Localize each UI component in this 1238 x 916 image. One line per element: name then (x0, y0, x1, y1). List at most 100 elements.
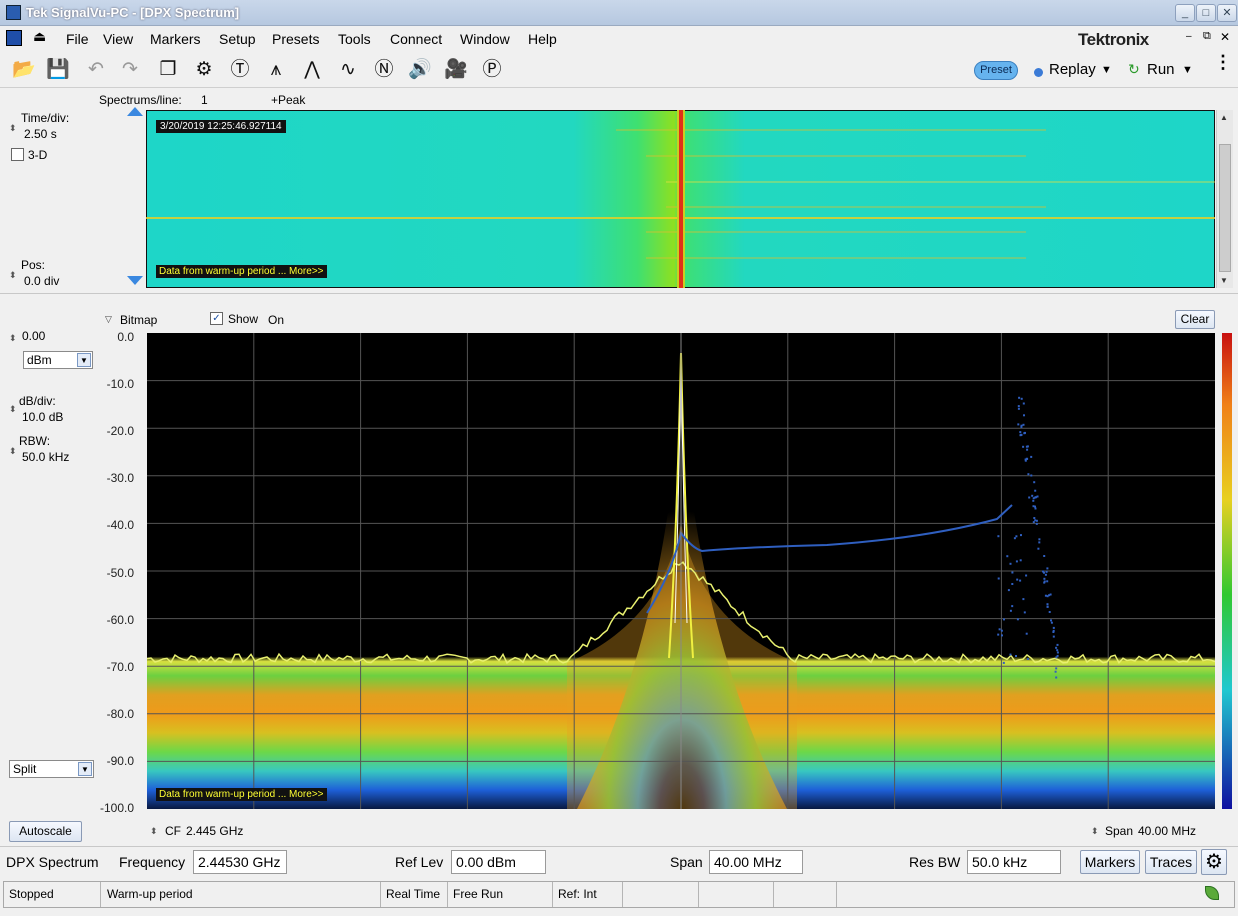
title-icon[interactable]: Ⓣ (230, 59, 250, 80)
spectrogram-display[interactable] (146, 110, 1215, 288)
status-acq-mode[interactable]: Real Time (382, 882, 448, 907)
mdi-close-icon[interactable]: ✕ (1220, 30, 1231, 44)
dpx-spectrum-plot[interactable] (147, 333, 1215, 809)
maximize-button[interactable]: □ (1196, 4, 1216, 22)
span-field[interactable]: 40.00 MHz (709, 850, 803, 874)
markers-button[interactable]: Markers (1080, 850, 1140, 874)
spectrogram-warmup-notice[interactable]: Data from warm-up period ... More>> (156, 265, 327, 278)
menu-file[interactable]: File (66, 31, 89, 47)
status-ref[interactable]: Ref: Int (554, 882, 623, 907)
run-button[interactable]: Run (1147, 61, 1175, 78)
undo-icon[interactable]: ↶ (88, 59, 104, 80)
mdi-minimize-icon[interactable]: – (1186, 31, 1192, 42)
scatter-point (1011, 583, 1014, 585)
trace-icon[interactable]: ∿ (340, 59, 356, 80)
windows-icon[interactable]: ❐ (159, 59, 177, 80)
db-div-spin-icon[interactable]: ⬍ (9, 404, 17, 414)
peak-mode-label[interactable]: +Peak (271, 93, 306, 107)
scatter-point (1056, 651, 1059, 654)
save-icon[interactable]: 💾 (46, 59, 70, 80)
scatter-point (998, 628, 1001, 631)
scatter-point (1020, 397, 1023, 400)
mode-select-value: Split (13, 762, 37, 776)
scatter-point (1033, 481, 1036, 484)
minimize-button[interactable]: _ (1175, 4, 1195, 22)
autoscale-button[interactable]: Autoscale (9, 821, 82, 842)
clear-button[interactable]: Clear (1175, 310, 1215, 329)
scatter-point (1011, 571, 1014, 574)
no-signal-icon[interactable]: Ⓝ (374, 59, 394, 80)
cf-spin-icon[interactable]: ⬍ (150, 826, 158, 836)
unit-select-value: dBm (27, 353, 52, 367)
rbw-value[interactable]: 50.0 kHz (22, 450, 70, 464)
spectrogram-scrollbar[interactable]: ▲ ▼ (1216, 110, 1233, 288)
scatter-point (1025, 457, 1028, 460)
span-axis-value[interactable]: 40.00 MHz (1138, 824, 1197, 838)
title-bar: Tek SignalVu-PC - [DPX Spectrum] _ □ ✕ (0, 0, 1238, 26)
leaf-icon[interactable] (1205, 886, 1219, 900)
scatter-point (1028, 496, 1031, 499)
bitmap-label[interactable]: Bitmap (120, 313, 158, 327)
time-div-value[interactable]: 2.50 s (24, 127, 57, 141)
time-scroll-up-icon[interactable] (127, 107, 143, 116)
status-trigger[interactable]: Free Run (449, 882, 553, 907)
span-spin-icon[interactable]: ⬍ (1091, 826, 1099, 836)
menu-tools[interactable]: Tools (338, 31, 371, 47)
settings-icon[interactable]: ⚙ (195, 59, 213, 80)
close-button[interactable]: ✕ (1217, 4, 1237, 22)
camera-icon[interactable]: 🎥 (444, 59, 468, 80)
menu-help[interactable]: Help (528, 31, 557, 47)
bitmap-expand-icon[interactable]: ▽ (105, 314, 112, 324)
menu-connect[interactable]: Connect (390, 31, 443, 47)
traces-button[interactable]: Traces (1145, 850, 1197, 874)
pos-value[interactable]: 0.0 div (24, 274, 60, 288)
replay-button[interactable]: Replay (1049, 61, 1096, 78)
settings-gear-button[interactable]: ⚙ (1201, 849, 1227, 875)
status-message[interactable]: Warm-up period (103, 882, 381, 907)
replay-dropdown-icon[interactable]: ▼ (1101, 64, 1112, 76)
scatter-point (1025, 632, 1028, 635)
scatter-point (1045, 570, 1048, 573)
frequency-field[interactable]: 2.44530 GHz (193, 850, 287, 874)
run-dropdown-icon[interactable]: ▼ (1182, 64, 1193, 76)
time-scroll-down-icon[interactable] (127, 276, 143, 285)
spectrum-warmup-notice[interactable]: Data from warm-up period ... More>> (156, 788, 327, 801)
ref-spin-icon[interactable]: ⬍ (9, 333, 17, 343)
menu-presets[interactable]: Presets (272, 31, 320, 47)
brand-logo: Tektronix (1078, 30, 1149, 49)
doc-icon[interactable] (6, 30, 22, 46)
spectrums-per-line-value[interactable]: 1 (201, 93, 208, 107)
ref-level-value[interactable]: 0.00 (22, 329, 46, 343)
scatter-point (1030, 474, 1033, 477)
menu-view[interactable]: View (103, 31, 134, 47)
mdi-restore-icon[interactable]: ⧉ (1203, 30, 1211, 42)
open-icon[interactable]: 📂 (12, 59, 36, 80)
unit-select[interactable]: dBm ▼ (23, 351, 93, 369)
audio-icon[interactable]: 🔊 (408, 59, 432, 80)
splitter[interactable] (0, 293, 1238, 298)
cf-value[interactable]: 2.445 GHz (186, 824, 244, 838)
scatter-point (1044, 594, 1047, 597)
presets-icon[interactable]: Ⓟ (482, 59, 502, 80)
time-div-spin-icon[interactable]: ⬍ (9, 123, 17, 133)
scatter-point (1034, 507, 1037, 510)
pos-spin-icon[interactable]: ⬍ (9, 270, 17, 280)
more-icon[interactable]: ⋮ (1214, 52, 1232, 72)
menu-markers[interactable]: Markers (150, 31, 201, 47)
markers-icon[interactable]: ⩚ (270, 59, 282, 80)
rbw-label: RBW: (19, 434, 51, 448)
preset-button[interactable]: Preset (974, 61, 1018, 80)
ref-lev-field[interactable]: 0.00 dBm (451, 850, 546, 874)
menu-setup[interactable]: Setup (219, 31, 256, 47)
three-d-checkbox[interactable] (11, 148, 24, 161)
eject-icon[interactable]: ⏏ (33, 28, 47, 44)
db-div-value[interactable]: 10.0 dB (22, 410, 64, 424)
mode-select[interactable]: Split ▼ (9, 760, 94, 778)
show-checkbox[interactable]: ✓ (210, 312, 223, 325)
redo-icon[interactable]: ↷ (122, 59, 138, 80)
res-bw-field[interactable]: 50.0 kHz (967, 850, 1061, 874)
menu-window[interactable]: Window (460, 31, 510, 47)
peak-icon[interactable]: ⋀ (304, 59, 320, 80)
rbw-spin-icon[interactable]: ⬍ (9, 446, 17, 456)
scatter-point (1034, 489, 1037, 492)
